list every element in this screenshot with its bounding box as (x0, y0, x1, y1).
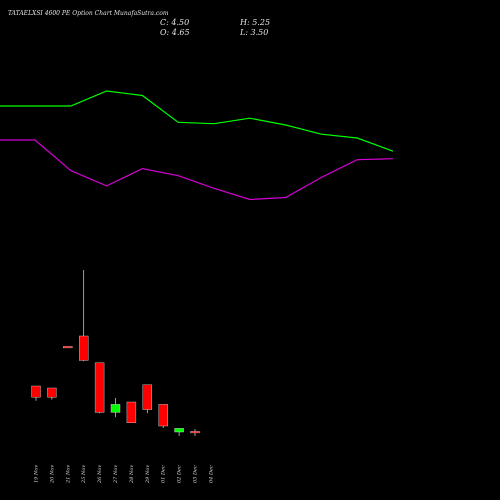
x-tick-label: 01 Dec (161, 465, 167, 483)
x-tick-label: 28 Nov (129, 465, 135, 484)
chart-title: TATAELXSI 4600 PE Option Chart MunafaSut… (8, 10, 169, 17)
candle-02-dec (174, 428, 184, 436)
x-tick-label: 29 Nov (145, 465, 151, 484)
overlay-line-1 (0, 90, 394, 152)
candle-03-dec (190, 429, 200, 436)
candle-20-nov (47, 387, 57, 400)
candle-29-nov (142, 384, 153, 414)
x-tick-label: 03 Dec (193, 465, 199, 483)
candle-body (47, 387, 57, 398)
candle-body (78, 335, 89, 361)
candle-body (142, 384, 153, 410)
candle-body (158, 404, 168, 427)
x-tick-label: 21 Nov (65, 465, 71, 484)
candle-body (174, 428, 184, 433)
x-tick-label: 02 Dec (177, 465, 183, 483)
x-tick-label: 26 Nov (97, 465, 103, 484)
x-tick-label: 27 Nov (113, 465, 119, 484)
candle-body (94, 362, 105, 413)
close-readout: C: 4.50 (160, 18, 190, 27)
candle-body (31, 385, 41, 398)
candle-25-nov (78, 270, 89, 362)
open-readout: O: 4.65 (160, 28, 190, 37)
candle-body (126, 401, 137, 423)
x-tick-label: 19 Nov (34, 465, 40, 483)
low-readout: L: 3.50 (240, 28, 269, 37)
candle-body (63, 346, 73, 349)
x-tick-label: 20 Nov (49, 465, 55, 484)
candle-27-nov (110, 398, 121, 418)
candle-26-nov (94, 362, 105, 414)
candle-19-nov (31, 385, 41, 401)
overlay-line-2 (0, 139, 394, 201)
high-readout: H: 5.25 (240, 18, 271, 27)
candle-28-nov (126, 401, 137, 423)
candle-body (110, 404, 121, 413)
candle-21-nov (63, 346, 73, 349)
candle-01-dec (158, 404, 168, 428)
candle-body (190, 431, 200, 434)
x-tick-label: 04 Dec (208, 465, 214, 483)
x-tick-label: 25 Nov (81, 465, 87, 484)
